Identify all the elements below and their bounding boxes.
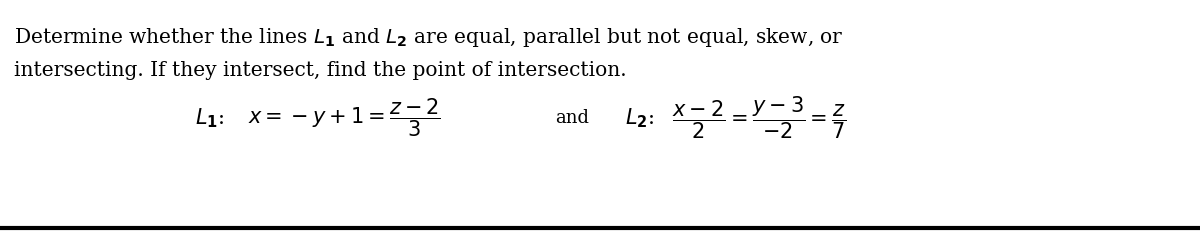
Text: and: and [554, 109, 589, 127]
Text: Determine whether the lines $\mathbf{\mathit{L}_1}$ and $\mathbf{\mathit{L}_2}$ : Determine whether the lines $\mathbf{\ma… [14, 26, 844, 49]
Text: $\dfrac{x-2}{2} = \dfrac{y-3}{-2} = \dfrac{z}{7}$: $\dfrac{x-2}{2} = \dfrac{y-3}{-2} = \dfr… [672, 95, 847, 141]
Text: $x = -y + 1 = \dfrac{z-2}{3}$: $x = -y + 1 = \dfrac{z-2}{3}$ [248, 97, 440, 139]
Text: intersecting. If they intersect, find the point of intersection.: intersecting. If they intersect, find th… [14, 61, 626, 80]
Text: $\mathbf{\mathit{L}_1}$:: $\mathbf{\mathit{L}_1}$: [194, 106, 227, 130]
Text: $\mathbf{\mathit{L}_2}$:: $\mathbf{\mathit{L}_2}$: [625, 106, 656, 130]
